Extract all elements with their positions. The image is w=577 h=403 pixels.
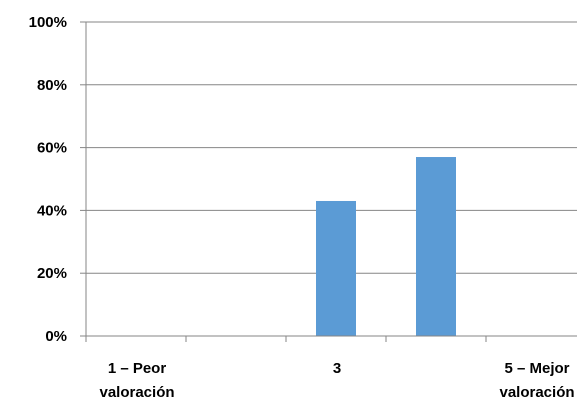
x-tick-label: 5 – Mejor	[504, 360, 569, 377]
x-tick-label: 1 – Peor	[108, 360, 167, 377]
y-tick-label: 20%	[37, 265, 67, 282]
bar	[416, 157, 456, 336]
y-tick-label: 60%	[37, 140, 67, 157]
y-tick-label: 100%	[29, 14, 67, 31]
x-tick-label: 3	[333, 360, 341, 377]
y-tick-label: 0%	[45, 328, 67, 345]
x-tick-labels: 1 – Peor valoración 3 5 – Mejor valoración	[99, 360, 574, 401]
bars	[316, 157, 456, 336]
x-tick-label: valoración	[499, 384, 574, 401]
bar	[316, 200, 356, 336]
axes	[80, 21, 577, 342]
gridlines	[86, 21, 577, 274]
y-tick-labels: 0% 20% 40% 60% 80% 100%	[29, 14, 67, 345]
y-tick-label: 40%	[37, 202, 67, 219]
x-tick-label: valoración	[99, 384, 174, 401]
y-tick-label: 80%	[37, 77, 67, 94]
